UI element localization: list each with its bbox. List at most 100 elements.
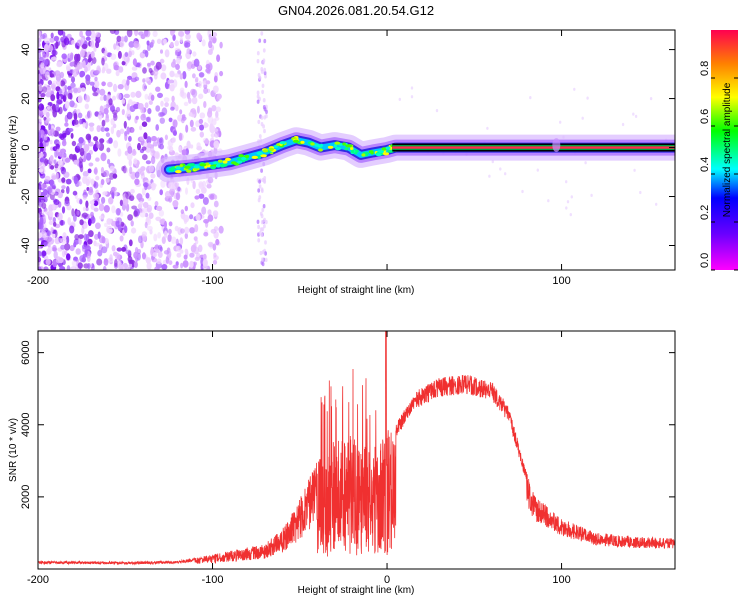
heatmap-noise-cell	[212, 128, 219, 133]
heatmap-noise-cell	[76, 210, 80, 216]
heatmap-noise-cell	[126, 203, 130, 212]
heatmap-noise-cell	[157, 251, 163, 258]
heatmap-noise-cell	[101, 57, 105, 66]
heatmap-noise-cell	[135, 115, 139, 120]
ridge-blotch	[350, 147, 354, 151]
heatmap-noise-cell	[39, 216, 44, 225]
heatmap-noise-cell	[38, 189, 41, 197]
ridge-blotch	[318, 144, 323, 148]
heatmap-noise-cell	[141, 146, 147, 151]
heatmap-noise-cell	[80, 87, 86, 92]
ridge-blotch	[238, 154, 244, 158]
heatmap-noise-cell	[117, 50, 122, 59]
heatmap-noise-cell	[114, 191, 118, 197]
heatmap-noise-cell	[190, 202, 195, 209]
heatmap-noise-cell	[66, 235, 70, 244]
heatmap-noise-cell	[169, 70, 175, 78]
heatmap-noise-cell	[66, 66, 71, 72]
heatmap-noise-cell	[621, 122, 625, 127]
heatmap-noise-cell	[71, 140, 77, 147]
heatmap-noise-cell	[53, 221, 57, 227]
heatmap-y-tick-label: 0	[20, 144, 32, 150]
heatmap-noise-cell	[98, 203, 105, 212]
heatmap-noise-cell	[164, 49, 170, 58]
heatmap-noise-cell	[110, 126, 115, 135]
heatmap-noise-cell	[203, 101, 207, 108]
heatmap-noise-cell	[152, 252, 158, 257]
heatmap-noise-cell	[53, 159, 57, 164]
heatmap-noise-cell	[40, 183, 48, 189]
heatmap-noise-cell	[202, 259, 208, 267]
heatmap-noise-cell	[57, 159, 63, 166]
heatmap-noise-cell	[188, 112, 193, 117]
heatmap-noise-cell	[213, 75, 218, 83]
heatmap-noise-cell	[101, 236, 106, 244]
heatmap-noise-cell	[154, 248, 160, 254]
heatmap-noise-cell	[61, 85, 65, 93]
heatmap-noise-cell	[50, 56, 57, 61]
heatmap-noise-cell	[184, 80, 188, 88]
heatmap-noise-cell	[179, 36, 183, 43]
heatmap-noise-cell	[71, 260, 77, 267]
heatmap-noise-cell	[257, 119, 261, 125]
heatmap-noise-cell	[207, 209, 212, 216]
heatmap-noise-cell	[201, 39, 206, 47]
heatmap-noise-cell	[192, 180, 196, 190]
heatmap-noise-cell	[127, 135, 132, 142]
heatmap-noise-cell	[44, 210, 50, 215]
heatmap-noise-cell	[178, 146, 182, 152]
heatmap-noise-cell	[90, 51, 95, 59]
heatmap-noise-cell	[256, 99, 260, 104]
heatmap-noise-cell	[91, 56, 97, 65]
heatmap-noise-cell	[64, 100, 70, 109]
heatmap-noise-cell	[632, 112, 635, 116]
heatmap-noise-cell	[128, 41, 135, 48]
heatmap-noise-cell	[172, 200, 179, 208]
ridge-blotch	[334, 141, 341, 145]
ridge-blotch	[241, 157, 247, 161]
heatmap-noise-cell	[85, 36, 91, 41]
heatmap-noise-cell	[201, 206, 207, 215]
heatmap-noise-cell	[73, 213, 77, 222]
heatmap-noise-cell	[205, 80, 211, 85]
heatmap-noise-cell	[64, 84, 68, 92]
heatmap-noise-cell	[40, 93, 46, 98]
heatmap-noise-cell	[148, 100, 153, 105]
heatmap-noise-cell	[51, 103, 57, 112]
heatmap-noise-cell	[61, 139, 67, 147]
heatmap-noise-cell	[60, 219, 64, 226]
heatmap-noise-cell	[145, 160, 151, 165]
heatmap-noise-cell	[182, 71, 187, 80]
heatmap-noise-cell	[131, 149, 137, 156]
heatmap-noise-cell	[140, 166, 146, 172]
snr-y-tick-label: 4000	[20, 413, 32, 437]
heatmap-noise-cell	[207, 107, 213, 114]
heatmap-noise-cell	[154, 266, 160, 270]
heatmap-noise-cell	[216, 54, 221, 62]
heatmap-noise-cell	[146, 262, 152, 270]
heatmap-noise-cell	[92, 92, 98, 97]
heatmap-noise-cell	[559, 120, 562, 124]
heatmap-noise-cell	[45, 118, 50, 124]
heatmap-y-axis: -40 -20 0 20 40	[20, 43, 675, 253]
heatmap-noise-cell	[139, 201, 144, 206]
heatmap-noise-cell	[148, 212, 154, 219]
heatmap-noise-cell	[88, 122, 95, 127]
heatmap-noise-cell	[154, 244, 160, 250]
heatmap-noise-cell	[262, 58, 266, 63]
heatmap-noise-cell	[42, 53, 47, 59]
heatmap-noise-cell	[77, 112, 83, 119]
ridge-blotch	[375, 153, 382, 157]
heatmap-noise-cell	[130, 220, 134, 227]
heatmap-noise-cell	[74, 66, 79, 73]
heatmap-noise-cell	[207, 49, 213, 55]
heatmap-noise-cell	[218, 225, 224, 234]
heatmap-noise-cell	[258, 231, 262, 236]
heatmap-noise-cell	[38, 256, 42, 263]
heatmap-noise-cell	[260, 31, 264, 36]
colorbar-tick-label: 0.8	[699, 61, 711, 76]
heatmap-noise-cell	[103, 107, 109, 115]
heatmap-noise-cell	[263, 38, 267, 44]
heatmap-noise-cell	[262, 204, 266, 209]
heatmap-noise-cell	[49, 37, 55, 43]
